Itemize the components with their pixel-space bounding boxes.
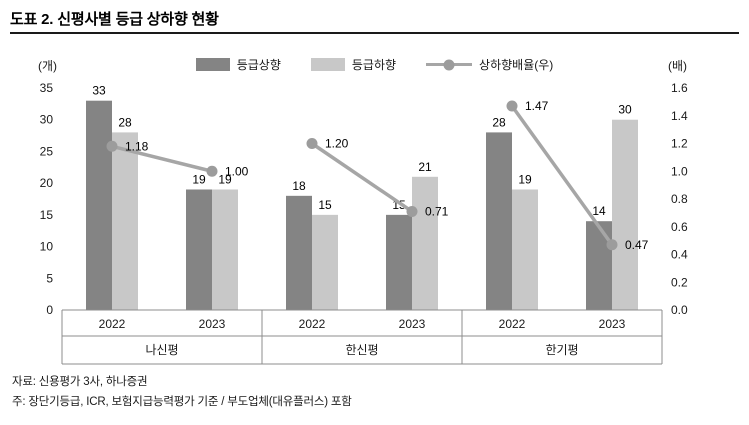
left-axis-unit: (개) bbox=[38, 59, 58, 73]
right-axis-tick: 1.6 bbox=[671, 81, 688, 95]
ratio-marker bbox=[606, 239, 618, 251]
year-label: 2022 bbox=[99, 317, 126, 331]
group-label: 나신평 bbox=[145, 343, 178, 357]
ratio-value-label: 1.20 bbox=[325, 137, 349, 151]
bar-upgrade bbox=[386, 214, 412, 310]
right-axis-tick: 1.0 bbox=[671, 164, 688, 178]
bar-downgrade bbox=[412, 176, 438, 310]
source-note: 자료: 신용평가 3사, 하나증권 bbox=[12, 376, 148, 388]
ratio-value-label: 1.00 bbox=[225, 164, 249, 178]
left-axis-tick: 25 bbox=[40, 144, 54, 158]
bar-downgrade bbox=[612, 119, 638, 310]
legend-label-upgrade: 등급상향 bbox=[236, 58, 281, 72]
bar-upgrade-value: 18 bbox=[292, 179, 306, 193]
bar-downgrade-value: 21 bbox=[418, 160, 432, 174]
bar-downgrade bbox=[312, 214, 338, 310]
year-label: 2023 bbox=[599, 317, 626, 331]
ratio-value-label: 0.47 bbox=[625, 238, 649, 252]
ratio-marker bbox=[106, 140, 118, 152]
left-axis-tick: 0 bbox=[46, 303, 53, 317]
ratio-line-segment bbox=[111, 144, 213, 173]
bar-upgrade bbox=[286, 195, 312, 310]
bar-upgrade bbox=[486, 132, 512, 310]
footnotes: 자료: 신용평가 3사, 하나증권 주: 장단기등급, ICR, 보험지급능력평… bbox=[12, 372, 352, 412]
legend-item-upgrade: 등급상향 bbox=[195, 56, 281, 73]
year-label: 2023 bbox=[199, 317, 226, 331]
legend-label-ratio: 상하향배율(우) bbox=[479, 58, 554, 72]
right-axis-tick: 0.2 bbox=[671, 275, 688, 289]
basis-note: 주: 장단기등급, ICR, 보험지급능력평가 기준 / 부도업체(대유플러스)… bbox=[12, 396, 352, 408]
left-axis-tick: 15 bbox=[40, 208, 54, 222]
ratio-value-label: 1.47 bbox=[525, 99, 549, 113]
right-axis-tick: 0.6 bbox=[671, 220, 688, 234]
bar-downgrade bbox=[112, 132, 138, 310]
bar-upgrade bbox=[586, 221, 612, 310]
ratio-marker bbox=[306, 138, 318, 149]
group-label: 한기평 bbox=[545, 343, 578, 357]
upgrade-swatch-icon bbox=[195, 58, 230, 71]
ratio-line-segment bbox=[510, 105, 614, 246]
bar-downgrade-value: 19 bbox=[218, 172, 232, 186]
right-axis-tick: 0.0 bbox=[671, 303, 688, 317]
left-axis-tick: 35 bbox=[40, 81, 54, 95]
ratio-line-icon bbox=[426, 59, 473, 70]
year-label: 2023 bbox=[399, 317, 426, 331]
bar-upgrade-value: 28 bbox=[492, 115, 506, 129]
ratio-marker bbox=[206, 165, 218, 177]
ratio-marker-icon bbox=[443, 59, 455, 70]
figure-title: 도표 2. 신평사별 등급 상하향 현황 bbox=[10, 11, 219, 28]
right-axis-tick: 0.8 bbox=[671, 192, 688, 206]
bar-upgrade bbox=[86, 100, 112, 310]
right-axis-tick: 0.4 bbox=[671, 248, 688, 262]
right-axis-tick: 1.2 bbox=[671, 137, 688, 151]
ratio-marker bbox=[506, 100, 518, 112]
ratio-value-label: 0.71 bbox=[425, 204, 449, 218]
bar-upgrade-value: 14 bbox=[592, 204, 606, 218]
left-axis-tick: 30 bbox=[40, 113, 54, 127]
group-label: 한신평 bbox=[345, 343, 378, 357]
ratio-marker bbox=[406, 205, 418, 217]
bar-upgrade bbox=[186, 189, 212, 310]
bar-downgrade bbox=[212, 189, 238, 310]
chart-legend: 등급상향 등급하향 상하향배율(우) bbox=[0, 56, 749, 73]
left-axis-tick: 10 bbox=[40, 240, 54, 254]
right-axis-unit: (배) bbox=[668, 59, 688, 73]
ratio-line-segment bbox=[311, 142, 413, 213]
bar-downgrade-value: 19 bbox=[518, 172, 532, 186]
bar-upgrade-value: 19 bbox=[192, 172, 206, 186]
right-axis-tick: 1.4 bbox=[671, 109, 688, 123]
left-axis-tick: 20 bbox=[40, 176, 54, 190]
year-label: 2022 bbox=[299, 317, 326, 331]
bar-downgrade-value: 30 bbox=[618, 103, 632, 117]
year-label: 2022 bbox=[499, 317, 526, 331]
title-divider bbox=[10, 32, 739, 34]
legend-item-downgrade: 등급하향 bbox=[310, 56, 397, 73]
legend-label-downgrade: 등급하향 bbox=[351, 58, 397, 72]
bar-downgrade bbox=[512, 189, 538, 310]
downgrade-swatch-icon bbox=[310, 58, 345, 71]
left-axis-tick: 5 bbox=[46, 271, 53, 285]
legend-item-ratio: 상하향배율(우) bbox=[426, 56, 553, 73]
bar-upgrade-value: 33 bbox=[92, 84, 106, 98]
bar-downgrade-value: 28 bbox=[118, 115, 132, 129]
bar-downgrade-value: 15 bbox=[318, 198, 332, 212]
ratio-value-label: 1.18 bbox=[125, 139, 149, 153]
